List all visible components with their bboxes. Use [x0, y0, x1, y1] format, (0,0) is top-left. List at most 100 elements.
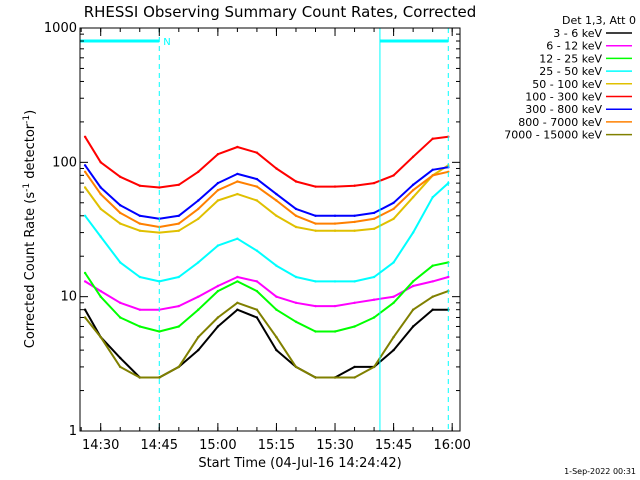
series-6-point [314, 214, 317, 217]
series-2-point [83, 271, 87, 275]
series-0-point [255, 316, 259, 319]
series-6-point [177, 214, 180, 217]
series-6-point [197, 199, 200, 202]
series-line-1 [84, 276, 449, 311]
series-3-point [333, 280, 337, 283]
legend-header: Det 1,3, Att 0 [562, 14, 636, 27]
series-7-point [314, 222, 317, 225]
series-7-point [431, 174, 434, 177]
series-2-point [236, 280, 239, 283]
y-axis-ticks: 1 10 100 1000 [44, 21, 460, 439]
series-1-point [314, 304, 317, 308]
series-2-point [197, 308, 200, 311]
series-3-point [411, 231, 415, 234]
series-5-point [216, 153, 220, 156]
series-7-point [294, 214, 298, 217]
x-tick-label: 14:30 [82, 438, 119, 453]
series-2-point [431, 264, 434, 267]
legend-label-4: 50 - 100 keV [532, 78, 602, 91]
series-8-point [294, 365, 298, 369]
series-7-point [138, 222, 141, 225]
series-5-point [197, 170, 200, 173]
series-6-point [294, 207, 298, 211]
plot-frame [79, 27, 461, 432]
series-6-point [392, 201, 395, 204]
series-5-point [333, 185, 337, 188]
series-8-point [431, 295, 434, 298]
series-5-point [83, 135, 87, 138]
series-4-point [197, 217, 200, 220]
series-3-point [236, 237, 239, 240]
series-5-point [177, 183, 180, 186]
y-axis-label-suffix: ) [23, 110, 38, 115]
series-7-point [353, 220, 356, 224]
series-0-point [411, 325, 415, 328]
legend-label-8: 7000 - 15000 keV [504, 129, 602, 142]
series-0-point [216, 325, 220, 328]
series-3-point [138, 275, 141, 279]
series-3-point [83, 214, 87, 217]
series-1-point [216, 284, 220, 288]
series-1-point [177, 304, 180, 308]
series-7-point [447, 170, 450, 173]
series-8-point [138, 376, 141, 379]
series-7-point [216, 189, 220, 192]
y-tick-label: 1000 [44, 21, 77, 36]
y-axis-label-mid: detector [23, 123, 38, 183]
series-3-point [392, 261, 395, 264]
y-axis-label-sup1: -1 [22, 183, 32, 192]
series-4-point [314, 229, 317, 232]
series-7-point [392, 207, 395, 211]
series-5-point [255, 151, 259, 154]
series-1-point [431, 280, 434, 283]
series-line-4 [84, 164, 449, 234]
series-6-point [275, 192, 278, 196]
series-8-point [353, 376, 356, 379]
series-4-point [411, 196, 415, 199]
series-3-point [353, 280, 356, 283]
saa-marker-label: N [163, 37, 170, 48]
series-0-point [275, 348, 278, 352]
series-7-point [275, 199, 278, 202]
series-3-point [294, 275, 298, 279]
legend-label-3: 25 - 50 keV [539, 65, 602, 78]
series-7-point [197, 207, 200, 211]
series-line-0 [84, 308, 449, 379]
x-axis-ticks: 14:30 14:45 15:00 15:15 15:30 15:45 16:00 [80, 28, 471, 453]
x-tick-label: 16:00 [433, 438, 470, 453]
series-6-point [431, 168, 434, 171]
series-4-point [392, 217, 395, 220]
series-2-point [119, 316, 122, 319]
series-5-point [411, 155, 415, 158]
series-2-point [99, 295, 102, 298]
series-8-point [411, 308, 415, 311]
series-5-point [314, 185, 317, 188]
series-2-point [216, 289, 220, 293]
series-6-point [83, 164, 87, 167]
series-2-point [158, 330, 161, 333]
legend-label-6: 300 - 800 keV [525, 103, 602, 116]
series-3-point [314, 280, 317, 283]
series-8-point [216, 316, 220, 319]
legend-label-5: 100 - 300 keV [525, 91, 602, 104]
legend-label-1: 6 - 12 keV [546, 40, 602, 53]
series-1-point [333, 304, 337, 308]
series-6-point [236, 172, 239, 176]
series-8-point [314, 376, 317, 379]
series-4-point [275, 214, 278, 217]
series-5-point [119, 175, 122, 178]
series-2-point [275, 308, 278, 311]
series-0-point [431, 308, 434, 311]
series-1-point [119, 301, 122, 304]
series-8-point [83, 316, 87, 319]
series-6-point [255, 177, 259, 181]
series-7-point [411, 189, 415, 192]
y-axis-label-sup2: -1 [22, 115, 32, 124]
series-5-point [99, 161, 102, 164]
series-4-point [99, 207, 102, 211]
series-7-point [99, 192, 102, 196]
series-3-point [99, 235, 102, 238]
legend-label-7: 800 - 7000 keV [518, 116, 602, 129]
series-8-point [255, 308, 259, 311]
